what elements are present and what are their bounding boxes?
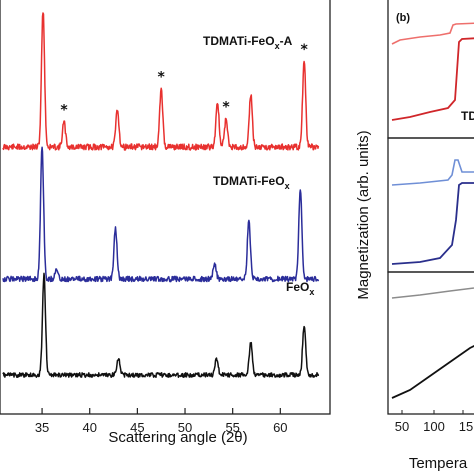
- magnetization-tick-label: 50: [395, 419, 409, 434]
- magnetization-subplot-middle: [387, 137, 474, 273]
- xrd-tick-label: 45: [130, 420, 144, 435]
- magnetization-tick-label: 100: [423, 419, 445, 434]
- xrd-line: [2, 12, 320, 151]
- xrd-tick-label: 35: [35, 420, 49, 435]
- xrd-peak-marker: *: [300, 42, 308, 58]
- xrd-x-axis-title: Scattering angle (2θ): [108, 429, 247, 446]
- magnetization-x-axis-title: Tempera: [409, 455, 468, 472]
- xrd-series-0: * * * * TDMATi-FeOx-A: [2, 12, 320, 151]
- xrd-line: [2, 146, 320, 283]
- xrd-tick-label: 50: [178, 420, 192, 435]
- xrd-plot-frame: [0, 0, 331, 415]
- xrd-series-label: TDMATi-FeOx-A: [203, 34, 293, 51]
- xrd-x-ticks: 35 40 45 50 55 60: [35, 408, 288, 435]
- magnetization-curve-1: [391, 22, 474, 45]
- xrd-peak-marker: *: [222, 100, 230, 116]
- partial-series-label: TD: [461, 109, 474, 123]
- xrd-series-label-subscript: x: [309, 287, 314, 297]
- xrd-series-label-suffix: -A: [280, 34, 293, 48]
- xrd-tick-label: 40: [82, 420, 96, 435]
- xrd-line: [2, 272, 320, 378]
- magnetization-y-axis-title: Magnetization (arb. units): [355, 130, 372, 299]
- xrd-series-2: FeOx: [2, 272, 320, 378]
- magnetization-tick-label: 15: [459, 419, 473, 434]
- xrd-series-label: TDMATi-FeOx: [213, 174, 290, 191]
- magnetization-subplot-bottom: [387, 271, 474, 415]
- xrd-tick-label: 60: [273, 420, 287, 435]
- magnetization-curve-3: [391, 159, 474, 186]
- panel-label-b: (b): [396, 12, 410, 24]
- xrd-series-label-subscript: x: [285, 181, 290, 191]
- xrd-series-1: TDMATi-FeOx: [2, 146, 320, 283]
- xrd-series-label-base: TDMATi-FeO: [203, 34, 275, 48]
- magnetization-panel: Magnetization (arb. units) (b) TD 50 100…: [355, 0, 474, 472]
- magnetization-curve-4: [391, 182, 474, 265]
- magnetization-curve-2: [391, 37, 474, 121]
- magnetization-curve-5: [391, 287, 474, 299]
- xrd-series-label-base: TDMATi-FeO: [213, 174, 285, 188]
- magnetization-curve-6: [391, 344, 474, 399]
- xrd-peak-marker: *: [60, 102, 68, 118]
- xrd-series-label-base: FeO: [286, 280, 309, 294]
- xrd-series-label: FeOx: [286, 280, 314, 297]
- xrd-peak-marker: *: [158, 69, 166, 85]
- xrd-panel: 35 40 45 50 55 60 ****TDMATi-FeOx-ATDMATi-FeO…: [0, 0, 331, 446]
- xrd-tick-label: 55: [225, 420, 239, 435]
- xrd-series-label-subscript: x: [275, 41, 280, 51]
